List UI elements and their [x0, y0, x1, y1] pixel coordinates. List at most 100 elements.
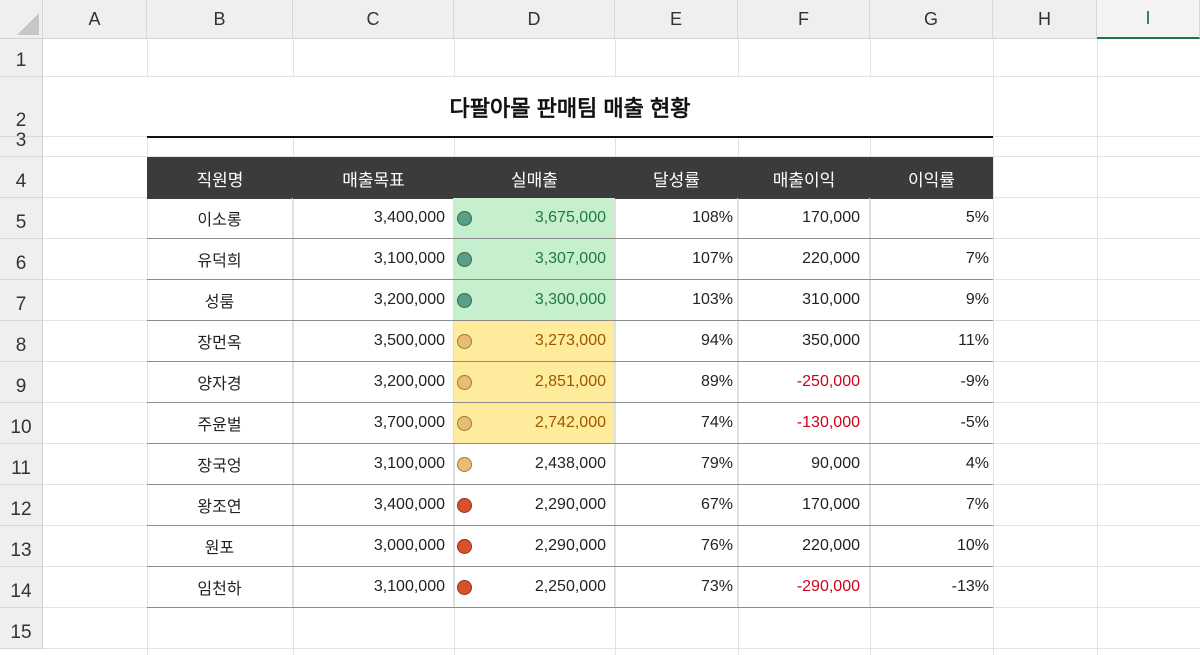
employee-name-cell[interactable]: 이소롱	[147, 198, 293, 238]
sales-profit-cell[interactable]: -130,000	[738, 403, 870, 443]
sales-profit-cell[interactable]: 310,000	[738, 280, 870, 320]
column-header-e[interactable]: E	[615, 0, 738, 39]
sales-profit-cell[interactable]: 170,000	[738, 198, 870, 238]
actual-sales-cell[interactable]: 3,273,000	[454, 321, 615, 361]
row-header-8[interactable]: 8	[0, 321, 43, 362]
table-title: 다팔아몰 판매팀 매출 현황	[147, 77, 993, 137]
row-header-4[interactable]: 4	[0, 157, 43, 198]
row-header-6[interactable]: 6	[0, 239, 43, 280]
employee-name-cell[interactable]: 유덕희	[147, 239, 293, 279]
sales-target-cell[interactable]: 3,400,000	[293, 485, 454, 525]
column-header-d[interactable]: D	[454, 0, 615, 39]
table-row: 주윤벌 3,700,000 2,742,000 74% -130,000 -5%	[147, 403, 993, 444]
profit-margin-cell[interactable]: 9%	[965, 291, 989, 308]
achievement-rate-cell[interactable]: 94%	[615, 321, 738, 361]
sales-profit-cell[interactable]: 90,000	[738, 444, 870, 484]
actual-sales-cell[interactable]: 3,307,000	[454, 239, 615, 279]
employee-name-cell[interactable]: 원포	[147, 526, 293, 566]
actual-sales-value: 3,273,000	[534, 332, 606, 349]
profit-margin-cell[interactable]: 7%	[965, 496, 989, 513]
sales-target-cell[interactable]: 3,100,000	[293, 567, 454, 607]
select-all-corner[interactable]	[0, 0, 43, 39]
sales-target-cell[interactable]: 3,400,000	[293, 198, 454, 238]
profit-margin-cell[interactable]: 5%	[965, 209, 989, 226]
achievement-rate-cell[interactable]: 107%	[615, 239, 738, 279]
achievement-rate-cell[interactable]: 73%	[615, 567, 738, 607]
achievement-rate-cell[interactable]: 79%	[615, 444, 738, 484]
actual-sales-cell[interactable]: 2,438,000	[454, 444, 615, 484]
table-row: 양자경 3,200,000 2,851,000 89% -250,000 -9%	[147, 362, 993, 403]
row-header-5[interactable]: 5	[0, 198, 43, 239]
profit-margin-cell[interactable]: 7%	[965, 250, 989, 267]
employee-name-cell[interactable]: 주윤벌	[147, 403, 293, 443]
table-header-cell[interactable]: 실매출	[511, 170, 558, 190]
employee-name-cell[interactable]: 양자경	[147, 362, 293, 402]
actual-sales-cell[interactable]: 3,300,000	[454, 280, 615, 320]
actual-sales-cell[interactable]: 2,290,000	[454, 526, 615, 566]
row-header-1[interactable]: 1	[0, 39, 43, 77]
achievement-rate-cell[interactable]: 89%	[615, 362, 738, 402]
profit-margin-cell[interactable]: -5%	[960, 414, 989, 431]
grid-column-line	[147, 39, 148, 655]
sales-profit-cell[interactable]: 220,000	[738, 526, 870, 566]
employee-name-cell[interactable]: 왕조연	[147, 485, 293, 525]
actual-sales-value: 2,290,000	[534, 496, 606, 513]
employee-name-cell[interactable]: 임천하	[147, 567, 293, 607]
sales-target-cell[interactable]: 3,100,000	[293, 239, 454, 279]
row-header-14[interactable]: 14	[0, 567, 43, 608]
achievement-rate-cell[interactable]: 103%	[615, 280, 738, 320]
sales-target-cell[interactable]: 3,200,000	[293, 280, 454, 320]
column-header-c[interactable]: C	[293, 0, 454, 39]
sales-profit-cell[interactable]: -250,000	[738, 362, 870, 402]
profit-margin-cell[interactable]: 10%	[956, 537, 989, 554]
actual-sales-value: 3,675,000	[534, 209, 606, 226]
row-header-15[interactable]: 15	[0, 608, 43, 649]
row-header-7[interactable]: 7	[0, 280, 43, 321]
table-header-cell[interactable]: 매출이익	[772, 170, 836, 190]
column-header-b[interactable]: B	[147, 0, 293, 39]
actual-sales-value: 2,742,000	[534, 414, 606, 431]
employee-name-cell[interactable]: 장국엉	[147, 444, 293, 484]
table-header-cell[interactable]: 달성률	[653, 170, 700, 190]
sales-target-cell[interactable]: 3,000,000	[293, 526, 454, 566]
actual-sales-cell[interactable]: 2,290,000	[454, 485, 615, 525]
profit-margin-cell[interactable]: -9%	[960, 373, 989, 390]
row-header-9[interactable]: 9	[0, 362, 43, 403]
sales-profit-cell[interactable]: -290,000	[738, 567, 870, 607]
employee-name-cell[interactable]: 장먼옥	[147, 321, 293, 361]
achievement-rate-cell[interactable]: 76%	[615, 526, 738, 566]
column-header-i[interactable]: I	[1097, 0, 1200, 39]
table-header-cell[interactable]: 이익률	[908, 170, 955, 190]
row-header-12[interactable]: 12	[0, 485, 43, 526]
column-header-a[interactable]: A	[43, 0, 147, 39]
column-header-h[interactable]: H	[993, 0, 1097, 39]
profit-margin-cell[interactable]: 4%	[965, 455, 989, 472]
sales-target-cell[interactable]: 3,100,000	[293, 444, 454, 484]
row-header-13[interactable]: 13	[0, 526, 43, 567]
employee-name-cell[interactable]: 성룸	[147, 280, 293, 320]
actual-sales-cell[interactable]: 2,742,000	[454, 403, 615, 443]
sales-profit-cell[interactable]: 170,000	[738, 485, 870, 525]
column-header-g[interactable]: G	[870, 0, 993, 39]
row-header-3[interactable]: 3	[0, 130, 43, 157]
table-header-cell[interactable]: 직원명	[196, 170, 244, 190]
table-header-cell[interactable]: 매출목표	[342, 170, 405, 190]
row-header-2[interactable]: 2	[0, 77, 43, 137]
column-header-f[interactable]: F	[738, 0, 870, 39]
actual-sales-cell[interactable]: 2,851,000	[454, 362, 615, 402]
row-header-11[interactable]: 11	[0, 444, 43, 485]
grid-row-line	[43, 648, 1200, 649]
actual-sales-cell[interactable]: 2,250,000	[454, 567, 615, 607]
achievement-rate-cell[interactable]: 74%	[615, 403, 738, 443]
sales-target-cell[interactable]: 3,200,000	[293, 362, 454, 402]
profit-margin-cell[interactable]: 11%	[958, 332, 989, 349]
actual-sales-cell[interactable]: 3,675,000	[454, 198, 615, 238]
achievement-rate-cell[interactable]: 67%	[615, 485, 738, 525]
profit-margin-cell[interactable]: -13%	[951, 578, 989, 595]
sales-profit-cell[interactable]: 350,000	[738, 321, 870, 361]
sales-target-cell[interactable]: 3,500,000	[293, 321, 454, 361]
sales-profit-cell[interactable]: 220,000	[738, 239, 870, 279]
row-header-10[interactable]: 10	[0, 403, 43, 444]
sales-target-cell[interactable]: 3,700,000	[293, 403, 454, 443]
achievement-rate-cell[interactable]: 108%	[615, 198, 738, 238]
